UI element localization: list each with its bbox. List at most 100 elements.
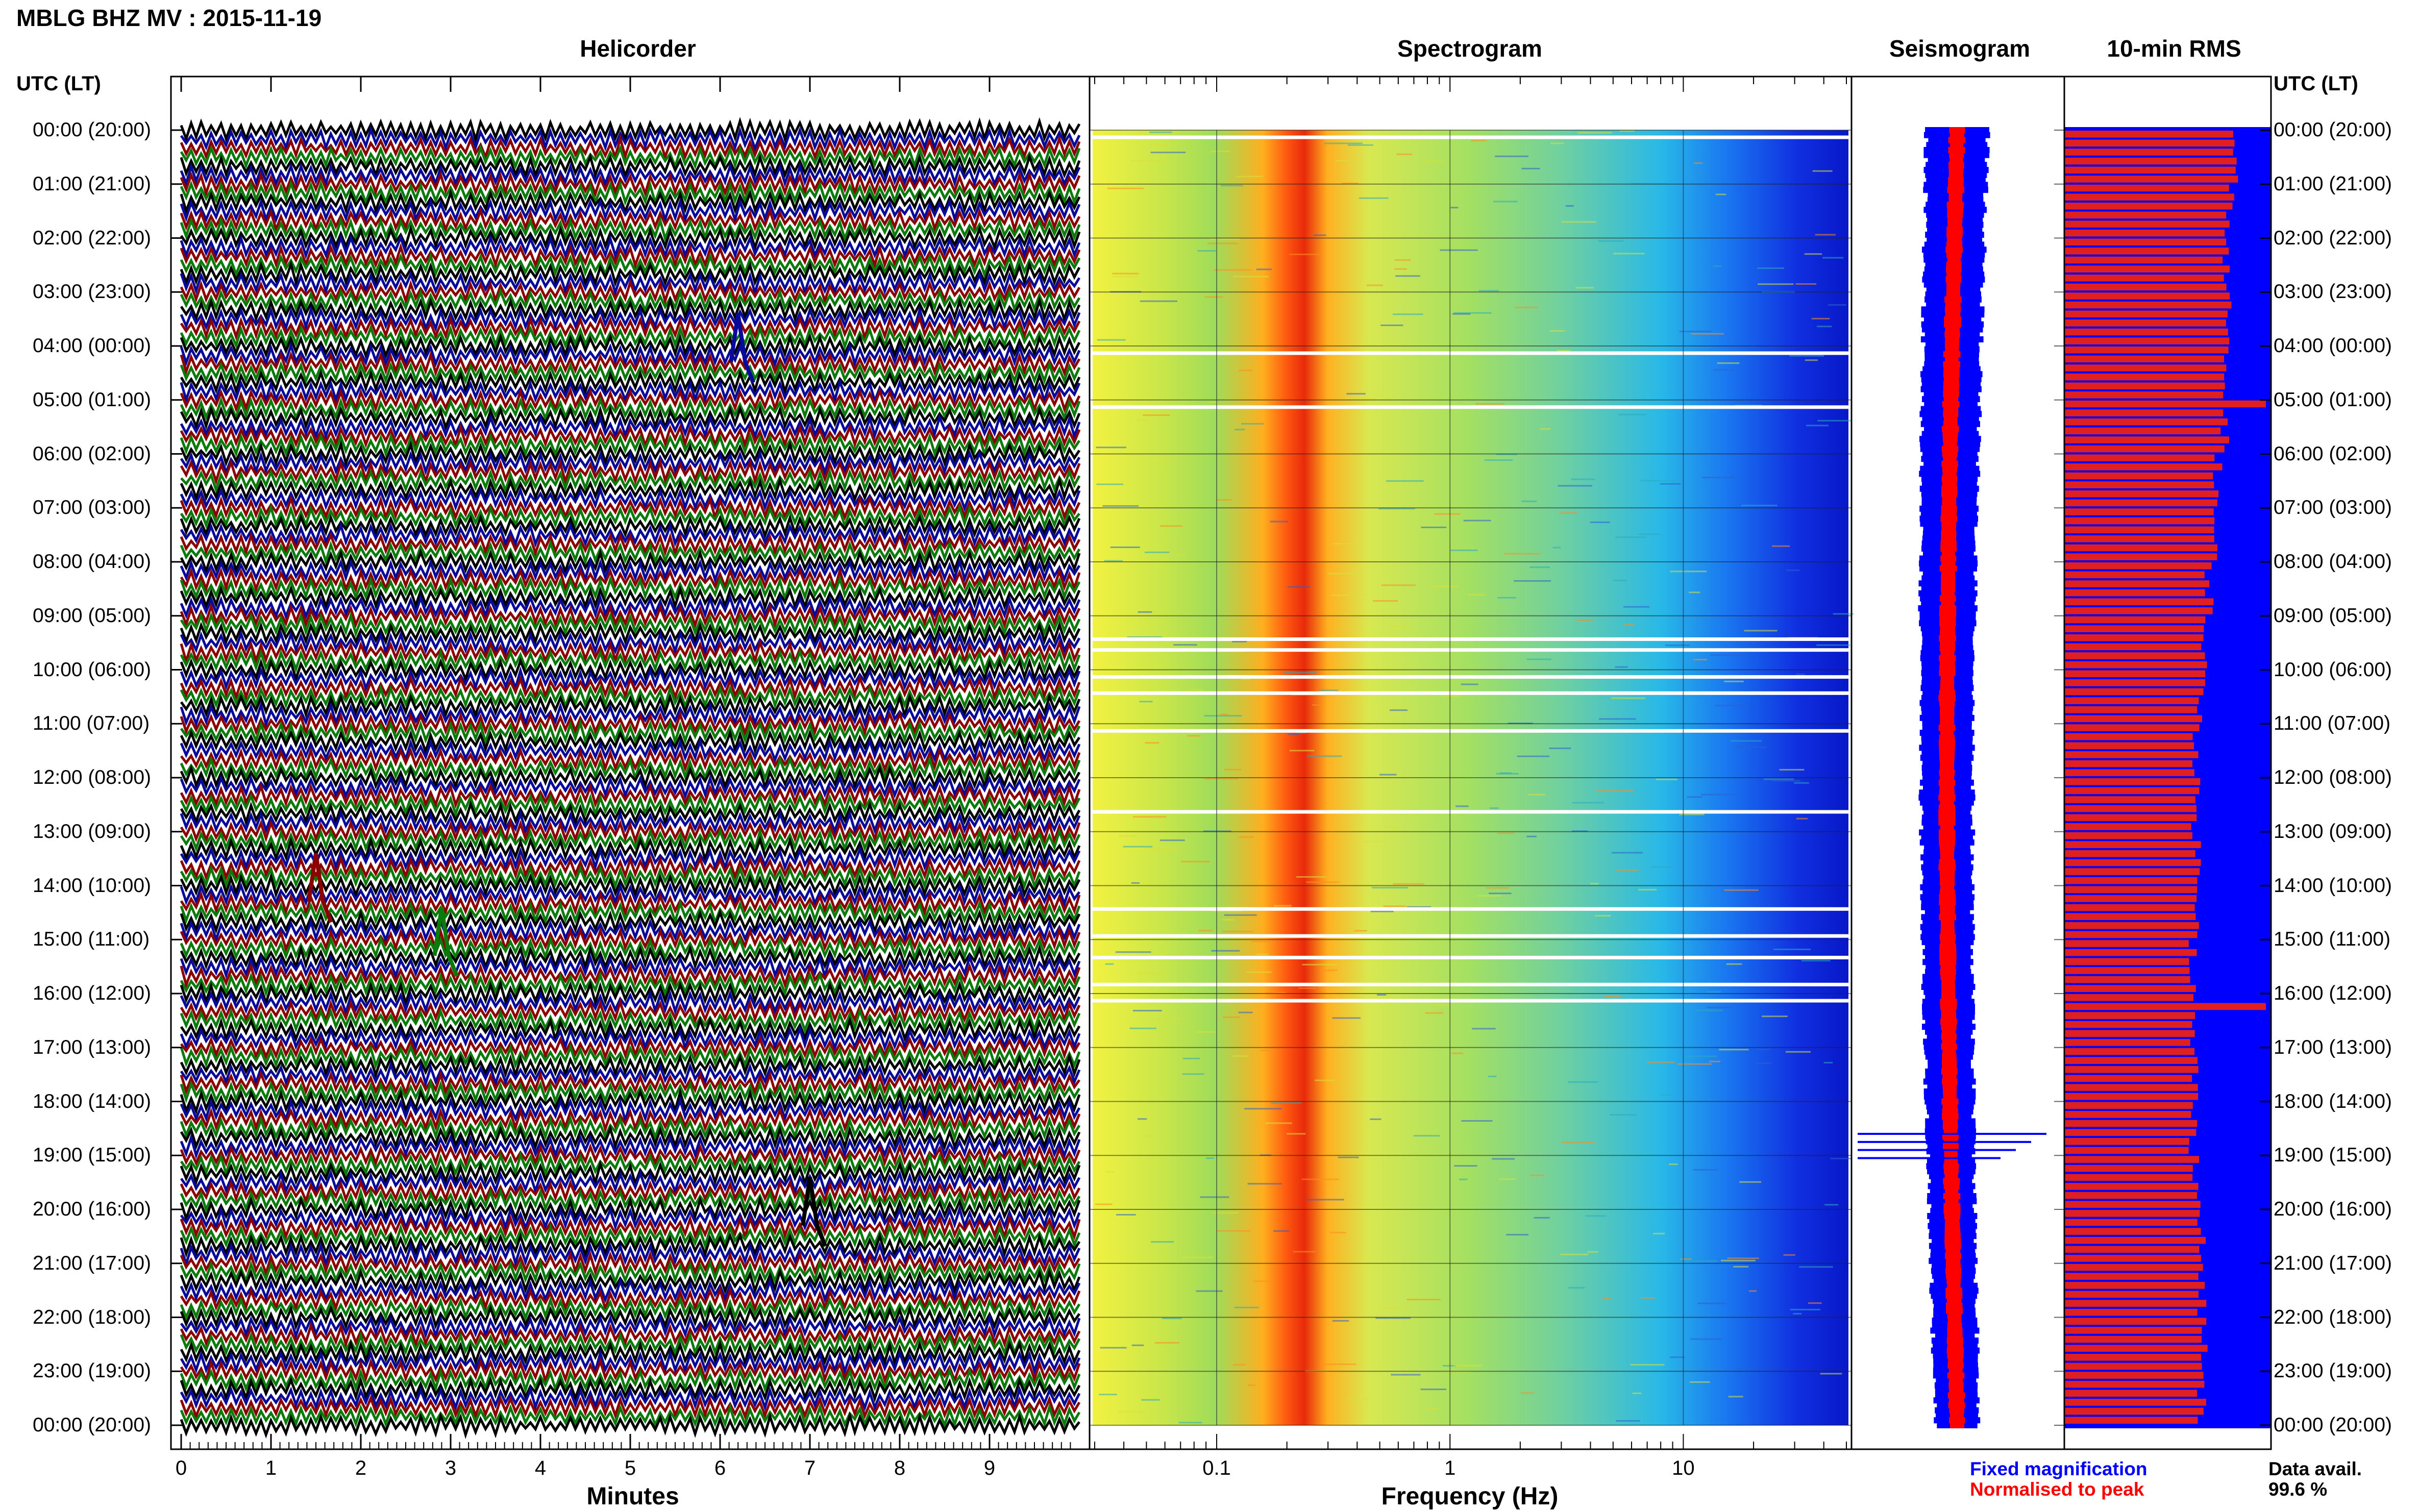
rms-bar (2064, 328, 2228, 336)
spectrogram-texture (1232, 640, 1247, 642)
rms-bar (2064, 418, 2228, 426)
spectrogram-texture (1244, 1108, 1281, 1110)
spectrogram-texture (1616, 869, 1639, 871)
spectrogram-texture (1187, 735, 1201, 737)
rms-bar (2064, 787, 2200, 795)
spectrogram-texture (1289, 253, 1320, 255)
spectrogram-texture (1691, 333, 1724, 335)
spectrogram-texture (1377, 994, 1387, 996)
rms-bar (2064, 490, 2219, 498)
spectrogram-texture (1440, 249, 1478, 251)
rms-bar (2064, 247, 2229, 255)
rms-bar (2064, 1354, 2202, 1361)
spectrogram-texture (1112, 272, 1139, 275)
hour-label-left: 17:00 (13:00) (33, 1036, 152, 1058)
rms-bar (2064, 1066, 2199, 1073)
spectrogram-texture (1141, 726, 1153, 728)
spectrogram-texture (1575, 287, 1594, 289)
rms-bar (2064, 1210, 2200, 1217)
spectrogram-texture (1601, 1298, 1611, 1300)
legend-normalised-to-peak: Normalised to peak (1970, 1479, 2144, 1500)
spectrogram-texture (1150, 152, 1186, 154)
spectrogram-texture (1603, 996, 1622, 998)
rms-bar (2064, 976, 2190, 983)
helicorder-trace (180, 638, 1081, 666)
spectrogram-texture (1139, 972, 1165, 974)
rms-bar (2064, 1183, 2199, 1190)
rms-bar (2064, 436, 2229, 443)
spectrogram-texture (1406, 1299, 1441, 1301)
helicorder-trace (180, 854, 1081, 881)
spectrogram-title: Spectrogram (1397, 35, 1542, 62)
helicorder-trace (180, 1186, 1081, 1214)
spectrogram-texture (1514, 580, 1551, 582)
spectrogram-texture (1475, 403, 1504, 405)
rms-bar (2064, 625, 2204, 632)
helicorder-trace (180, 189, 1081, 215)
data-avail-label: Data avail. (2268, 1458, 2362, 1479)
helicorder-trace (180, 782, 1081, 809)
frequency-tick-label: 0.1 (1202, 1457, 1231, 1479)
spectrogram-texture (1822, 257, 1844, 259)
spectrogram-texture (1162, 1318, 1182, 1320)
utc-header-left: UTC (LT) (16, 72, 101, 95)
spectrogram-texture (1808, 1302, 1822, 1304)
spectrogram-texture (1801, 960, 1831, 962)
spectrogram-texture (1499, 1178, 1516, 1180)
spectrogram-texture (1503, 553, 1541, 555)
spectrogram-texture (1332, 542, 1357, 544)
spectrogram-texture (1556, 350, 1570, 352)
spectrogram-texture (1260, 1050, 1271, 1052)
rms-bar (2064, 814, 2197, 822)
helicorder-title: Helicorder (580, 35, 696, 62)
spectrogram-texture (1499, 772, 1512, 774)
spectrogram-texture (1354, 930, 1368, 932)
hour-label-left: 23:00 (19:00) (33, 1360, 152, 1382)
spectrogram-texture (1210, 238, 1240, 240)
spectrogram-texture (1297, 732, 1306, 734)
spectrogram-texture (1338, 1156, 1359, 1158)
spectrogram-texture (1773, 948, 1811, 950)
spectrogram-texture (1394, 268, 1407, 270)
helicorder-trace (180, 908, 1081, 935)
spectrogram-texture (1315, 1079, 1335, 1081)
helicorder-trace (180, 144, 1081, 170)
helicorder-trace (180, 1395, 1081, 1420)
hour-label-right: 15:00 (11:00) (2274, 928, 2391, 951)
rms-bar (2064, 742, 2194, 750)
spectrogram-texture (1131, 882, 1140, 884)
spectrogram-texture (1332, 1017, 1361, 1019)
spectrogram-texture (1182, 1256, 1213, 1258)
rms-bar (2064, 895, 2197, 902)
rms-bar (2064, 1263, 2203, 1271)
hour-label-right: 21:00 (17:00) (2274, 1252, 2392, 1274)
helicorder-trace (180, 450, 1081, 477)
spectrogram-texture (1204, 778, 1239, 780)
helicorder-trace (180, 611, 1081, 638)
spectrogram-texture (1461, 683, 1478, 685)
spectrogram-gap (1093, 955, 1848, 959)
spectrogram-texture (1497, 832, 1515, 834)
spectrogram-texture (1714, 705, 1749, 707)
spectrogram-texture (1526, 835, 1537, 837)
spectrogram-texture (1266, 992, 1286, 994)
spectrogram-texture (1824, 1204, 1839, 1206)
helicorder-trace (180, 1285, 1081, 1313)
spectrogram-texture (1590, 883, 1599, 885)
spectrogram-texture (1238, 1011, 1253, 1013)
rms-bar (2064, 1030, 2195, 1037)
spectrogram-texture (1138, 1118, 1147, 1120)
rms-bar (2064, 859, 2201, 866)
helicorder-trace (180, 1339, 1081, 1367)
spectrogram-gap (1093, 907, 1848, 911)
spectrogram-texture (1216, 1230, 1251, 1232)
spectrogram-texture (1521, 167, 1540, 169)
helicorder-trace (180, 252, 1081, 279)
rms-bar (2064, 1174, 2193, 1181)
helicorder-trace (180, 162, 1081, 189)
spectrogram-texture (1789, 355, 1824, 357)
spectrogram-texture (1097, 339, 1126, 341)
helicorder-trace (180, 602, 1081, 629)
spectrogram-texture (1392, 313, 1423, 315)
